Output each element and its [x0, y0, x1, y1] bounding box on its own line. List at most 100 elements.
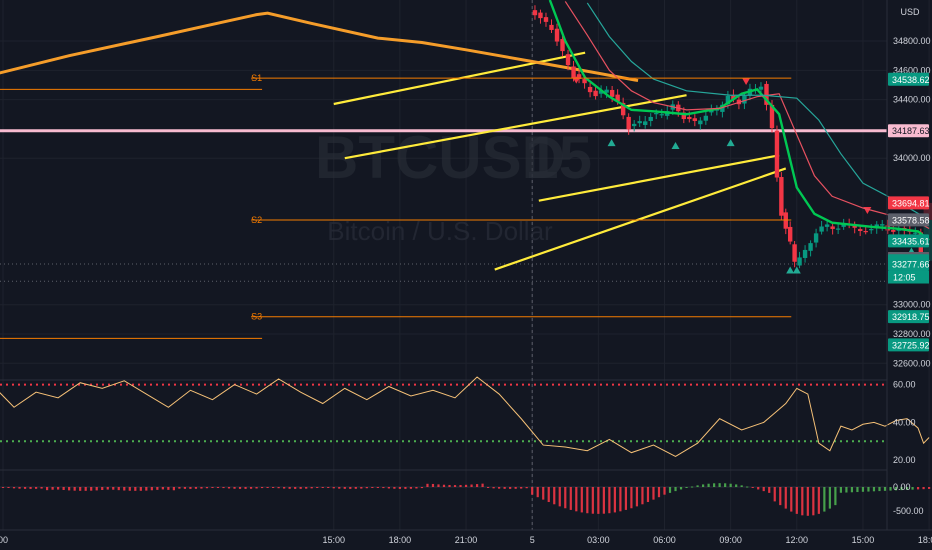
hist-bar [244, 487, 247, 489]
channel-line-lower [344, 94, 687, 160]
indicator-lines [548, 0, 930, 242]
candle-body [913, 232, 918, 234]
time-tick-label: 06:00 [653, 535, 676, 545]
hist-bar [779, 487, 782, 506]
hist-bar [850, 487, 854, 493]
hist-bar [73, 487, 76, 491]
hist-bar [845, 487, 848, 493]
hist-bar [503, 487, 506, 489]
hist-bar [768, 487, 771, 493]
hist-bar [729, 483, 732, 487]
candle-body [654, 113, 659, 115]
price-axis[interactable]: 34800.00 34600.00 34400.00 34000.00 33000.00… [893, 36, 931, 368]
hist-bar [575, 487, 578, 512]
hist-bar [398, 487, 401, 489]
hist-bar [84, 487, 87, 491]
channel-line-lower [494, 167, 787, 271]
hist-bar [365, 487, 368, 489]
candle-body [549, 24, 554, 30]
hist-bar [553, 487, 556, 505]
hist-bar [635, 487, 639, 507]
price-tick-label: 32800.00 [893, 329, 931, 339]
hist-axis-label: -500.00 [893, 506, 924, 516]
candle-body [852, 224, 857, 228]
candle-body [648, 116, 653, 122]
hist-bar [431, 483, 435, 487]
hist-axis-label: 0.00 [893, 482, 911, 492]
hist-bar [172, 487, 175, 491]
hist-bar [249, 487, 253, 489]
hist-bar [751, 487, 754, 488]
hist-bar [260, 487, 264, 489]
hist-bar [878, 487, 881, 492]
candle-body [863, 231, 868, 233]
hist-bar [806, 487, 809, 516]
ema-fast [548, 0, 930, 242]
hist-bar [321, 487, 324, 488]
price-label-text: 34187.63 [892, 126, 930, 136]
signal-up-arrow [671, 142, 680, 150]
hist-bar [773, 487, 776, 502]
candle-body [764, 83, 769, 105]
hist-bar [707, 483, 710, 487]
candle-body [532, 10, 538, 16]
hist-bar [376, 487, 379, 488]
hist-bar [255, 487, 258, 489]
signal-up-arrow [792, 266, 801, 274]
price-label-box [888, 234, 929, 248]
hist-bar [415, 487, 418, 489]
hist-bar [685, 487, 688, 488]
price-label-box [888, 213, 929, 227]
hist-bar [29, 487, 32, 489]
hist-bar [277, 487, 280, 489]
hist-bar [139, 487, 142, 491]
hist-bar [558, 487, 561, 507]
hist-bar [349, 487, 352, 489]
hist-bar [746, 486, 749, 488]
candle-body [709, 110, 714, 113]
candle-body [869, 229, 874, 231]
hist-bar [222, 487, 225, 489]
hist-bar [34, 487, 38, 489]
hist-bar [564, 487, 567, 509]
candle-body [813, 233, 819, 243]
hist-bar [360, 487, 363, 489]
price-tick-label: 34600.00 [893, 65, 931, 75]
hist-bar [911, 487, 914, 490]
hist-bar [812, 487, 815, 516]
candle-body [725, 95, 731, 105]
hist-bar [525, 487, 528, 489]
hist-bar [613, 487, 616, 513]
hist-bar [79, 487, 82, 491]
candle-body [659, 114, 664, 116]
price-label-text: 32918.75 [892, 312, 930, 322]
hist-bar [867, 487, 870, 492]
candle-body [598, 90, 604, 94]
hist-bar [420, 487, 424, 489]
hist-bar [18, 487, 21, 489]
hist-bar [145, 487, 148, 491]
hist-bar [156, 487, 159, 490]
hist-bar [823, 487, 826, 512]
hist-bar [674, 487, 677, 492]
hist-bar [95, 487, 98, 491]
hist-bar [889, 487, 892, 491]
candle-body [582, 79, 587, 84]
hist-bar [62, 487, 65, 491]
hist-bar [1, 487, 5, 488]
time-tick-label: 18:00 [918, 535, 932, 545]
hist-bar [619, 487, 622, 512]
countdown-box [888, 270, 929, 284]
hist-bar [597, 487, 600, 514]
ema-slow [586, 2, 930, 221]
time-tick-label: 12:00 [786, 535, 809, 545]
candle-body [571, 66, 576, 79]
hist-bar [371, 487, 374, 488]
candle-body [774, 130, 780, 178]
signal-up-arrow [726, 139, 735, 147]
candle-body [554, 28, 560, 42]
time-axis[interactable]: 00 15:00 18:00 21:00 5 03:00 06:00 09:00 12:00 15… [0, 535, 932, 545]
hist-bar [602, 487, 605, 514]
hist-bar [839, 487, 842, 493]
